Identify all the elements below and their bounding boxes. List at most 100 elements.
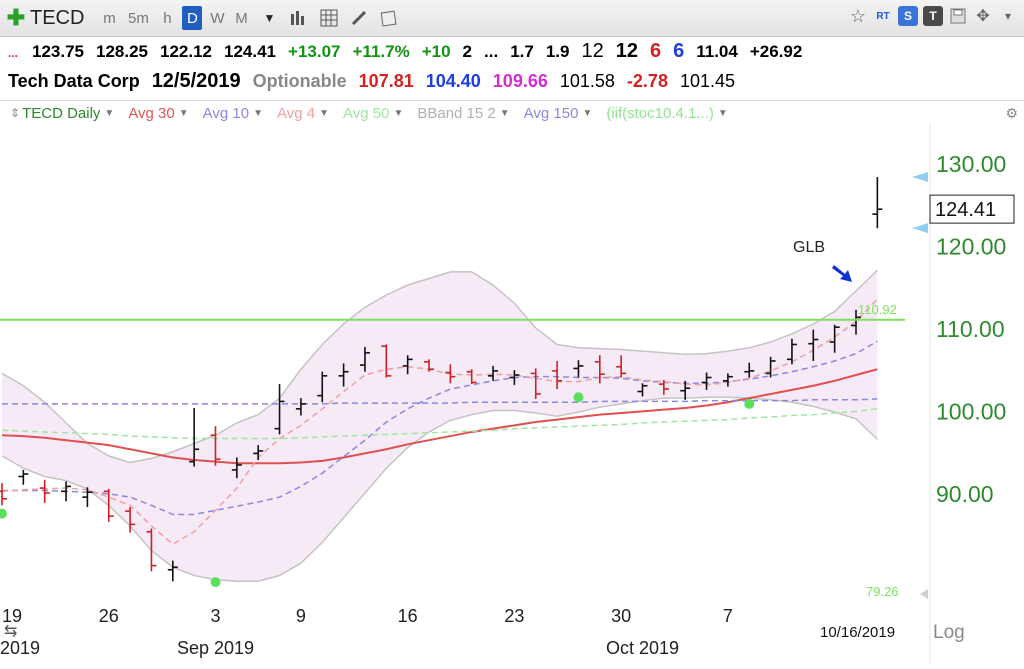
price-bar <box>701 372 712 390</box>
glb-level-label: 110.92 <box>858 302 897 317</box>
chart-svg: 90.00 100.00 110.00 120.00 130.00 19 26 3 9 16 23 3… <box>0 124 1015 664</box>
timeframe-5-minute[interactable]: 5m <box>128 9 149 27</box>
bband-lower-line <box>1 396 878 583</box>
move-icon[interactable]: ✥ <box>976 8 990 25</box>
price-bar <box>39 479 50 503</box>
toolbar: ✚ TECD m 5m h D W M ▼ ☆ RT S T ✥ ▾ <box>0 0 1024 37</box>
price-bar <box>829 324 840 353</box>
price-bar <box>295 398 306 416</box>
notes-icon[interactable] <box>378 7 400 29</box>
signal-dot <box>744 398 755 409</box>
scroll-marker <box>920 589 928 599</box>
month-label: Oct 2019 <box>606 638 679 658</box>
quote-dots: ... <box>8 46 19 60</box>
studies-bar: ⇕ TECD Daily ▼ Avg 30 ▼ Avg 10 ▼ Avg 4 ▼ Avg… <box>0 100 1024 125</box>
price-bar <box>530 368 541 399</box>
quote-v10: 11.04 <box>696 42 738 61</box>
timeframe-monthly[interactable]: M <box>235 9 248 27</box>
axis-layer: 90.00 100.00 110.00 120.00 130.00 19 26 3 9 16 23 3… <box>0 151 1006 658</box>
s-menu-icon[interactable]: S <box>898 6 918 26</box>
price-bar <box>509 370 520 385</box>
price-bar <box>210 426 221 466</box>
series-avg-30 <box>1 368 878 465</box>
study-bband[interactable]: BBand 15 2 ▼ <box>417 105 509 122</box>
study-avg-50[interactable]: Avg 50 ▼ <box>343 105 403 122</box>
price-bar <box>61 481 72 502</box>
quote-date: 12/5/2019 <box>151 70 241 92</box>
x-tick-label: 23 <box>504 606 524 626</box>
study-label: Avg 30 <box>128 104 175 122</box>
quote-change: +13.07 <box>288 42 341 61</box>
high-marker <box>912 172 928 183</box>
quote-low: 122.12 <box>160 42 213 61</box>
plus-icon[interactable]: ✚ <box>6 5 26 30</box>
quote-high: 128.25 <box>96 42 149 61</box>
timeframe-hour[interactable]: h <box>163 9 172 27</box>
star-icon[interactable]: ☆ <box>849 5 867 26</box>
signal-dot <box>573 392 584 403</box>
price-bar <box>338 363 349 387</box>
last-price-box <box>929 194 1015 224</box>
grid-icon[interactable] <box>318 7 340 29</box>
chevron-down-icon: ▼ <box>319 107 329 119</box>
bottom-date-label: 10/16/2019 <box>820 624 895 641</box>
price-bar <box>103 488 114 522</box>
more-icon[interactable]: ▾ <box>1004 9 1012 23</box>
x-tick-label: 7 <box>723 606 733 626</box>
quote-line-2: Tech Data Corp 12/5/2019 Optionable 107.… <box>8 70 747 98</box>
quote-v7: 12 <box>615 40 638 62</box>
study-avg-150[interactable]: Avg 150 ▼ <box>524 105 593 122</box>
quote-open: 123.75 <box>32 42 85 61</box>
bband-upper-line <box>1 269 878 464</box>
save-icon[interactable] <box>948 6 968 26</box>
quote2-v6: 101.45 <box>679 71 736 91</box>
moving-average-layer <box>1 298 878 546</box>
y-tick-label: 120.00 <box>936 234 1006 260</box>
rt-flag-icon[interactable]: RT <box>873 6 893 26</box>
series-avg-150 <box>2 398 878 405</box>
pencil-icon[interactable] <box>348 7 370 29</box>
price-chart: 90.00 100.00 110.00 120.00 130.00 19 26 3 9 16 23 3… <box>0 124 1024 664</box>
t-menu-icon[interactable]: T <box>923 6 943 26</box>
expand-collapse-icon[interactable]: ⇕ <box>10 106 21 120</box>
bar-chart-icon[interactable] <box>288 7 310 29</box>
s-label: S <box>903 9 912 23</box>
log-scale-toggle[interactable]: Log <box>933 622 965 643</box>
timeframe-minute[interactable]: m <box>103 9 116 27</box>
study-avg-10[interactable]: Avg 10 ▼ <box>203 105 263 122</box>
symbol-field[interactable]: TECD <box>30 6 85 29</box>
price-bar <box>765 356 776 378</box>
right-toolbar: ☆ RT S T ✥ ▾ <box>848 6 1018 26</box>
price-bar <box>552 361 563 390</box>
quote2-v3: 109.66 <box>492 71 548 91</box>
settings-icon[interactable]: ⚙ <box>1005 104 1018 121</box>
timeframe-weekly[interactable]: W <box>210 9 225 27</box>
price-bar <box>466 369 477 385</box>
price-bar <box>167 560 178 582</box>
study-avg-30[interactable]: Avg 30 ▼ <box>128 105 188 122</box>
chevron-down-icon: ▼ <box>178 107 189 119</box>
price-bar <box>616 355 627 378</box>
series-avg-50 <box>1 408 878 440</box>
price-bar <box>82 487 93 508</box>
price-bar <box>381 344 392 378</box>
study-tecd-daily[interactable]: TECD Daily ▼ <box>22 105 114 122</box>
quote2-v5: -2.78 <box>626 71 668 91</box>
chevron-down-icon: ▼ <box>393 107 404 119</box>
price-bar <box>317 371 328 403</box>
price-bar <box>359 346 370 372</box>
y-tick-label: 130.00 <box>936 151 1006 177</box>
optionable-label: Optionable <box>252 71 347 91</box>
study-stoc[interactable]: (iif(stoc10.4.1...) ▼ <box>606 105 727 122</box>
company-name: Tech Data Corp <box>8 71 140 91</box>
quote2-v2: 104.40 <box>425 71 481 91</box>
y-tick-label: 90.00 <box>936 481 994 507</box>
price-bar <box>146 528 157 572</box>
scroll-arrows-icon[interactable]: ⇆ <box>4 623 17 640</box>
study-avg-4[interactable]: Avg 4 ▼ <box>277 105 329 122</box>
price-bar <box>189 408 200 467</box>
dropdown-caret-icon[interactable]: ▼ <box>263 11 276 25</box>
price-bar <box>680 380 691 400</box>
timeframe-daily[interactable]: D <box>182 6 203 30</box>
price-bar <box>808 329 819 361</box>
